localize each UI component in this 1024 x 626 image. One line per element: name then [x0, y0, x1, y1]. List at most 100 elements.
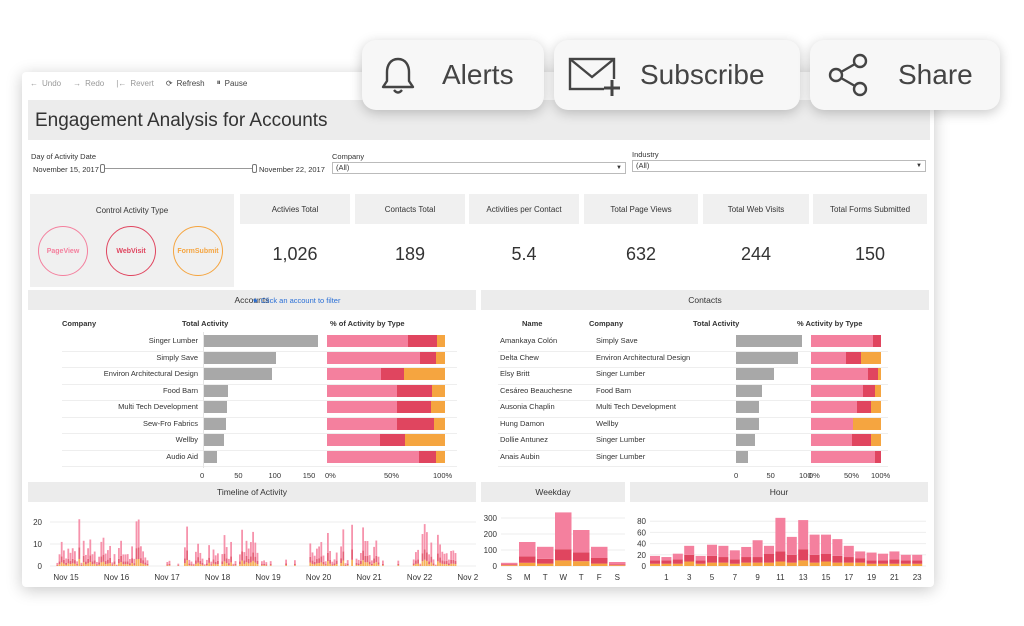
- account-type-segment[interactable]: [327, 335, 409, 347]
- date-slider-end-handle[interactable]: [252, 164, 257, 173]
- contact-name[interactable]: Amankaya Colón: [500, 336, 558, 345]
- account-type-segment[interactable]: [408, 335, 437, 347]
- contact-type-segment[interactable]: [811, 351, 846, 364]
- timeline-bar: [91, 564, 94, 566]
- contact-name[interactable]: Ausonia Chaplin: [500, 402, 555, 411]
- contact-type-segment[interactable]: [875, 450, 881, 463]
- revert-button[interactable]: |← Revert: [116, 78, 154, 88]
- account-total-bar[interactable]: [203, 384, 229, 397]
- timeline-bar: [197, 562, 199, 566]
- account-total-bar[interactable]: [203, 351, 276, 364]
- account-company[interactable]: Environ Architectural Design: [103, 369, 198, 378]
- pageview-toggle[interactable]: PageView: [38, 226, 88, 276]
- contact-total-bar[interactable]: [736, 417, 759, 430]
- account-type-segment[interactable]: [396, 417, 435, 430]
- account-company[interactable]: Sew-Fro Fabrics: [142, 418, 198, 428]
- account-type-segment[interactable]: [432, 384, 445, 397]
- contact-type-segment[interactable]: [851, 434, 872, 446]
- account-type-segment[interactable]: [327, 351, 421, 364]
- account-type-segment[interactable]: [327, 450, 420, 463]
- industry-select[interactable]: (All) ▼: [632, 160, 926, 172]
- alerts-button[interactable]: Alerts: [362, 40, 544, 110]
- undo-button[interactable]: ← Undo: [30, 78, 62, 88]
- axis-tick-label: 0: [38, 562, 43, 571]
- contact-type-segment[interactable]: [878, 368, 881, 380]
- contact-type-segment[interactable]: [853, 417, 881, 430]
- contact-type-segment[interactable]: [870, 401, 881, 413]
- contact-total-bar[interactable]: [736, 335, 802, 347]
- account-type-segment[interactable]: [403, 368, 445, 380]
- account-type-segment[interactable]: [435, 450, 445, 463]
- account-type-segment[interactable]: [436, 335, 445, 347]
- account-type-segment[interactable]: [380, 434, 405, 446]
- account-type-segment[interactable]: [419, 450, 436, 463]
- refresh-button[interactable]: ⟳ Refresh: [165, 78, 205, 88]
- account-total-bar[interactable]: [203, 368, 273, 380]
- weekday-chart[interactable]: 0 100 200 300 S M T W T F S: [481, 504, 627, 587]
- contact-type-segment[interactable]: [811, 450, 876, 463]
- redo-button[interactable]: → Redo: [73, 78, 105, 88]
- formsubmit-toggle[interactable]: FormSubmit: [173, 226, 223, 276]
- timeline-chart[interactable]: 0 10 20 Nov 15 Nov 16 Nov 17 Nov 18 Nov 19 Nov 2…: [28, 504, 478, 587]
- contact-type-segment[interactable]: [861, 351, 881, 364]
- contact-name[interactable]: Elsy Britt: [500, 369, 530, 378]
- contact-type-segment[interactable]: [862, 384, 875, 397]
- account-company[interactable]: Food Barn: [162, 385, 198, 395]
- contact-total-bar[interactable]: [736, 368, 775, 380]
- accounts-filter-hint[interactable]: ★ Click an account to filter: [252, 296, 340, 305]
- contact-total-bar[interactable]: [736, 351, 799, 364]
- account-company[interactable]: Wellby: [175, 435, 198, 444]
- contact-type-segment[interactable]: [811, 434, 852, 446]
- contact-type-segment[interactable]: [846, 351, 862, 364]
- account-type-segment[interactable]: [434, 417, 445, 430]
- contact-type-segment[interactable]: [856, 401, 871, 413]
- account-type-segment[interactable]: [327, 434, 381, 446]
- account-type-segment[interactable]: [396, 384, 432, 397]
- account-type-segment[interactable]: [327, 384, 397, 397]
- contact-name[interactable]: Anais Aubin: [500, 451, 540, 461]
- date-slider-start-handle[interactable]: [100, 164, 105, 173]
- account-type-segment[interactable]: [430, 401, 445, 413]
- account-total-bar[interactable]: [203, 417, 226, 430]
- contact-total-bar[interactable]: [736, 450, 748, 463]
- account-company[interactable]: Singer Lumber: [148, 336, 198, 345]
- share-button[interactable]: Share: [810, 40, 1000, 110]
- subscribe-button[interactable]: Subscribe: [554, 40, 800, 110]
- account-type-segment[interactable]: [435, 351, 445, 364]
- account-type-segment[interactable]: [396, 401, 431, 413]
- date-slider-track[interactable]: [102, 168, 255, 169]
- contact-name[interactable]: Hung Damon: [500, 418, 545, 428]
- account-type-segment[interactable]: [327, 401, 397, 413]
- account-type-segment[interactable]: [420, 351, 436, 364]
- contact-type-segment[interactable]: [874, 384, 881, 397]
- contact-total-bar[interactable]: [736, 401, 760, 413]
- contact-name[interactable]: Delta Chew: [500, 352, 539, 362]
- contact-name[interactable]: Dollie Antunez: [500, 435, 548, 444]
- account-company[interactable]: Audio Aid: [166, 451, 198, 461]
- account-type-segment[interactable]: [327, 417, 397, 430]
- contact-type-segment[interactable]: [868, 368, 879, 380]
- contact-type-segment[interactable]: [811, 417, 853, 430]
- account-total-bar[interactable]: [203, 335, 319, 347]
- account-type-segment[interactable]: [381, 368, 404, 380]
- account-company[interactable]: Multi Tech Development: [118, 402, 198, 411]
- contact-total-bar[interactable]: [736, 434, 755, 446]
- contact-type-segment[interactable]: [811, 384, 863, 397]
- account-type-segment[interactable]: [404, 434, 445, 446]
- contact-name[interactable]: Cesáreo Beauchesne: [500, 385, 573, 395]
- contact-type-segment[interactable]: [811, 401, 857, 413]
- account-total-bar[interactable]: [203, 434, 225, 446]
- contact-type-segment[interactable]: [873, 335, 881, 347]
- account-total-bar[interactable]: [203, 401, 227, 413]
- contact-total-bar[interactable]: [736, 384, 762, 397]
- webvisit-toggle[interactable]: WebVisit: [106, 226, 156, 276]
- pause-button[interactable]: ⏸ Pause: [216, 78, 248, 88]
- account-company[interactable]: Simply Save: [156, 352, 198, 362]
- company-select[interactable]: (All) ▼: [332, 162, 626, 174]
- contact-type-segment[interactable]: [811, 368, 869, 380]
- contact-type-segment[interactable]: [811, 335, 874, 347]
- account-type-segment[interactable]: [327, 368, 382, 380]
- account-total-bar[interactable]: [203, 450, 217, 463]
- contact-type-segment[interactable]: [871, 434, 881, 446]
